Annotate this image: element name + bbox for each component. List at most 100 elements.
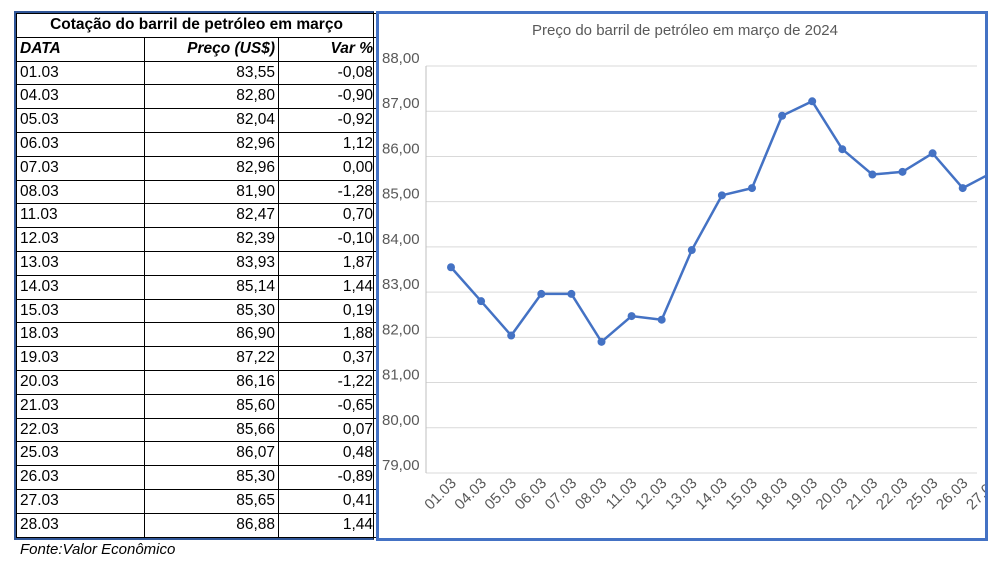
source-note: Fonte:Valor Econômico — [20, 541, 176, 558]
table-caption: Cotação do barril de petróleo em março — [16, 13, 377, 38]
cell-price: 82,04 — [144, 108, 279, 133]
y-tick-label: 84,00 — [382, 231, 420, 248]
table-row: 07.03 82,96 0,00 — [16, 155, 377, 181]
data-point — [687, 246, 696, 255]
cell-var: 0,00 — [278, 155, 377, 181]
y-tick-label: 80,00 — [382, 412, 420, 429]
cell-var: 1,44 — [278, 274, 377, 300]
y-tick-label: 81,00 — [382, 367, 420, 384]
price-table: Cotação do barril de petróleo em março D… — [16, 13, 377, 538]
cell-price: 82,47 — [144, 203, 279, 229]
cell-var: 0,70 — [278, 203, 377, 229]
table-row: 19.03 87,22 0,37 — [16, 346, 377, 371]
series-line — [450, 100, 985, 344]
cell-price: 85,65 — [144, 488, 279, 514]
cell-price: 82,96 — [144, 131, 279, 157]
cell-var: -0,89 — [278, 465, 377, 490]
data-point — [507, 331, 516, 340]
cell-price: 86,07 — [144, 441, 279, 467]
x-tick-label: 14.03 — [692, 475, 731, 514]
cell-price: 81,90 — [144, 179, 279, 205]
cell-date: 07.03 — [16, 155, 145, 181]
data-point — [657, 315, 666, 324]
header-var: Var % — [278, 36, 377, 62]
table-row: 04.03 82,80 -0,90 — [16, 84, 377, 110]
cell-date: 08.03 — [16, 179, 145, 205]
x-tick-label: 19.03 — [782, 475, 821, 514]
cell-price: 82,96 — [144, 155, 279, 181]
chart-panel: Preço do barril de petróleo em março de … — [376, 11, 988, 541]
cell-date: 13.03 — [16, 250, 145, 276]
table-row: 01.03 83,55 -0,08 — [16, 60, 377, 86]
cell-price: 83,55 — [144, 60, 279, 86]
cell-date: 28.03 — [16, 512, 145, 538]
data-point — [597, 337, 606, 346]
y-tick-labels: 79,00 80,00 81,00 82,00 83,00 84,00 85,00 86,00… — [382, 50, 420, 474]
table-row: 22.03 85,66 0,07 — [16, 417, 377, 443]
x-tick-label: 06.03 — [512, 475, 551, 514]
x-tick-label: 07.03 — [542, 475, 581, 514]
header-date: DATA — [16, 36, 145, 62]
cell-date: 15.03 — [16, 298, 145, 324]
table-row: 26.03 85,30 -0,89 — [16, 465, 377, 490]
cell-price: 85,14 — [144, 274, 279, 300]
cell-price: 85,60 — [144, 393, 279, 419]
y-tick-label: 82,00 — [382, 321, 420, 338]
y-tick-label: 88,00 — [382, 50, 420, 67]
cell-date: 05.03 — [16, 108, 145, 133]
data-point — [447, 263, 455, 272]
x-tick-label: 26.03 — [933, 475, 972, 514]
table-row: 08.03 81,90 -1,28 — [16, 179, 377, 205]
cell-var: -0,90 — [278, 84, 377, 110]
cell-price: 87,22 — [144, 346, 279, 371]
cell-var: 1,12 — [278, 131, 377, 157]
cell-var: 1,88 — [278, 322, 377, 348]
table-row: 15.03 85,30 0,19 — [16, 298, 377, 324]
cell-price: 86,90 — [144, 322, 279, 348]
x-tick-label: 20.03 — [813, 475, 852, 514]
cell-date: 20.03 — [16, 369, 145, 395]
table-row: 21.03 85,60 -0,65 — [16, 393, 377, 419]
cell-price: 86,16 — [144, 369, 279, 395]
cell-price: 82,80 — [144, 84, 279, 110]
table-row: 13.03 83,93 1,87 — [16, 250, 377, 276]
cell-var: 0,48 — [278, 441, 377, 467]
cell-date: 11.03 — [16, 203, 145, 229]
data-point — [868, 170, 877, 179]
table-row: 27.03 85,65 0,41 — [16, 488, 377, 514]
cell-var: -1,22 — [278, 369, 377, 395]
x-tick-label: 05.03 — [481, 475, 520, 514]
data-point — [958, 184, 967, 193]
x-tick-label: 15.03 — [722, 475, 761, 514]
data-point — [627, 312, 636, 321]
grid-lines — [426, 65, 977, 474]
x-tick-label: 01.03 — [421, 475, 460, 514]
table-body: 01.03 83,55 -0,08 04.03 82,80 -0,90 05.03 82,04… — [16, 60, 377, 538]
cell-var: 0,41 — [278, 488, 377, 514]
x-tick-label: 27.03 — [963, 475, 985, 514]
cell-price: 85,30 — [144, 465, 279, 490]
cell-var: -0,08 — [278, 60, 377, 86]
data-point — [567, 289, 576, 298]
y-tick-label: 79,00 — [382, 457, 420, 474]
table-row: 05.03 82,04 -0,92 — [16, 108, 377, 133]
data-point — [748, 184, 756, 193]
cell-date: 22.03 — [16, 417, 145, 443]
x-tick-label: 18.03 — [752, 475, 791, 514]
cell-date: 21.03 — [16, 393, 145, 419]
cell-price: 85,66 — [144, 417, 279, 443]
cell-date: 04.03 — [16, 84, 145, 110]
table-row: 11.03 82,47 0,70 — [16, 203, 377, 229]
cell-date: 12.03 — [16, 227, 145, 252]
cell-date: 25.03 — [16, 441, 145, 467]
cell-date: 01.03 — [16, 60, 145, 86]
x-tick-label: 12.03 — [632, 475, 671, 514]
series-layer — [447, 97, 985, 346]
data-point — [537, 289, 546, 298]
cell-var: -0,10 — [278, 227, 377, 252]
table-row: 20.03 86,16 -1,22 — [16, 369, 377, 395]
cell-price: 85,30 — [144, 298, 279, 324]
data-point — [717, 191, 726, 200]
cell-price: 86,88 — [144, 512, 279, 538]
x-tick-label: 25.03 — [903, 475, 942, 514]
